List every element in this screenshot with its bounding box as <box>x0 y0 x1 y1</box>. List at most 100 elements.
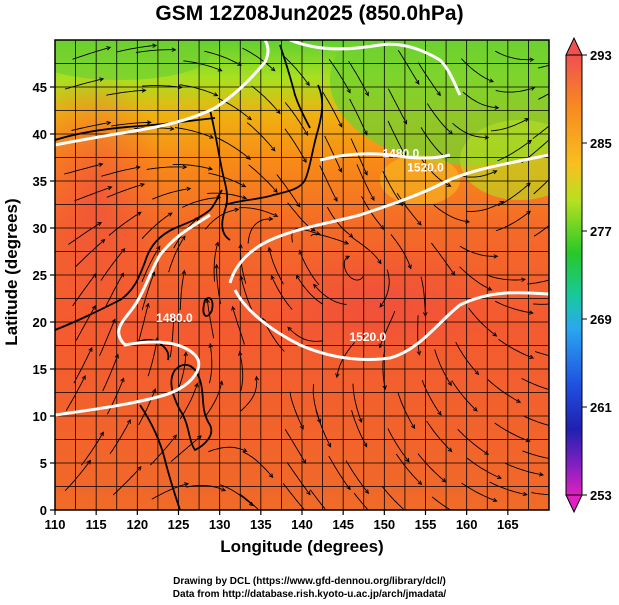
streamline-arrow <box>539 472 544 477</box>
streamline <box>396 193 422 226</box>
streamline-arrow <box>246 155 251 160</box>
yellow-region <box>380 155 460 205</box>
streamline <box>495 50 534 61</box>
streamline <box>112 466 142 496</box>
x-tick-label: 115 <box>86 517 107 532</box>
y-tick-label: 5 <box>40 456 47 471</box>
streamline-arrow <box>398 201 404 207</box>
streamline-arrow <box>415 79 420 85</box>
streamline-arrow <box>137 466 142 471</box>
streamline-arrow <box>338 122 343 128</box>
streamline <box>71 122 111 131</box>
borneo-coast <box>139 404 181 510</box>
x-tick-label: 120 <box>126 517 148 532</box>
streamline <box>495 87 535 93</box>
cool-region-nw <box>55 40 210 80</box>
colorbar-bottom-arrow <box>565 494 583 514</box>
streamline-arrow <box>208 166 213 171</box>
streamline <box>75 305 96 341</box>
streamline <box>111 121 151 127</box>
streamline-arrow <box>492 497 498 503</box>
streamline-arrow <box>273 188 278 193</box>
streamline <box>485 274 526 281</box>
streamline-arrow <box>558 426 562 430</box>
streamline-arrow <box>447 381 452 387</box>
streamline-arrow <box>234 207 240 213</box>
streamline-arrow <box>242 195 248 200</box>
streamline <box>284 429 307 464</box>
streamline <box>208 172 246 188</box>
streamline <box>352 383 363 423</box>
streamline-arrow <box>364 91 369 97</box>
streamline-arrow <box>270 66 276 72</box>
streamline <box>183 60 222 72</box>
streamline <box>460 58 494 83</box>
streamline <box>101 166 140 177</box>
streamline <box>208 343 213 384</box>
streamline <box>174 127 214 139</box>
streamline <box>420 127 447 159</box>
streamline-arrow <box>346 485 351 491</box>
streamline <box>531 492 549 496</box>
streamline-arrow <box>219 380 224 386</box>
streamline-arrow <box>465 219 471 224</box>
streamline-arrow <box>268 473 274 479</box>
streamline <box>219 484 254 506</box>
streamline <box>538 93 549 100</box>
streamline-arrow <box>484 135 490 140</box>
streamline-arrow <box>97 221 103 227</box>
contour-label: 1520.0 <box>350 330 387 344</box>
streamline-arrow <box>92 273 97 278</box>
streamline-arrow <box>181 269 187 275</box>
streamline-arrow <box>370 196 375 201</box>
streamline-arrow <box>450 270 456 276</box>
streamline-arrow <box>447 447 453 453</box>
china-coast <box>55 189 223 331</box>
streamline <box>382 349 386 390</box>
streamline <box>239 493 260 510</box>
streamline <box>505 462 544 476</box>
streamline-arrow <box>81 374 86 380</box>
streamline-arrow <box>489 78 495 83</box>
streamline-arrow <box>363 442 368 448</box>
streamline-arrow <box>99 77 105 82</box>
streamline-arrow <box>358 418 363 424</box>
y-tick-label: 35 <box>33 174 47 189</box>
streamline <box>495 210 531 232</box>
streamline-arrow <box>100 238 106 244</box>
streamline <box>533 303 549 305</box>
streamline-arrow <box>154 336 160 342</box>
streamline-arrow <box>111 318 116 324</box>
streamline-arrow <box>333 196 338 202</box>
streamline <box>81 431 104 466</box>
streamline <box>138 303 149 343</box>
streamline-arrow <box>254 375 259 381</box>
streamline-arrow <box>241 183 247 188</box>
streamline <box>426 420 453 452</box>
streamline-arrow <box>107 186 113 191</box>
streamline <box>68 222 102 245</box>
streamline-arrow <box>106 120 112 126</box>
streamline <box>109 419 131 455</box>
streamline-arrow <box>407 264 412 270</box>
streamline <box>351 236 382 264</box>
streamline-arrow <box>242 448 248 453</box>
streamline <box>216 137 251 160</box>
streamline-arrow <box>156 245 161 251</box>
streamline-arrow <box>145 302 150 308</box>
streamline <box>487 379 521 403</box>
streamline-arrow <box>181 235 186 241</box>
streamline-arrow <box>560 114 564 118</box>
streamline <box>135 49 176 54</box>
streamline <box>99 319 116 356</box>
streamline <box>216 264 222 305</box>
streamline-arrow <box>267 246 272 252</box>
streamline <box>213 242 219 282</box>
streamline-arrow <box>135 165 141 170</box>
streamline <box>328 455 351 490</box>
streamline <box>75 239 105 267</box>
y-tick-label: 30 <box>33 221 47 236</box>
streamline <box>451 380 478 412</box>
streamline-arrow <box>561 212 565 216</box>
streamline <box>141 246 161 282</box>
